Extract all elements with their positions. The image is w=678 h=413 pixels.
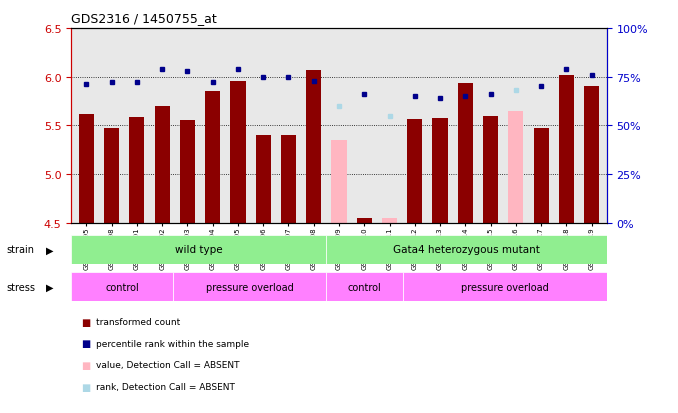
Bar — [205, 92, 220, 223]
Bar — [104, 129, 119, 223]
Bar — [231, 82, 245, 223]
Bar — [129, 117, 144, 223]
Text: ■: ■ — [81, 360, 91, 370]
Bar — [332, 140, 346, 223]
Bar — [173, 273, 326, 301]
Bar — [458, 84, 473, 223]
Bar — [508, 112, 523, 223]
Bar — [326, 273, 403, 301]
Text: ■: ■ — [81, 382, 91, 392]
Text: wild type: wild type — [175, 245, 222, 255]
Text: strain: strain — [7, 245, 35, 255]
Text: GDS2316 / 1450755_at: GDS2316 / 1450755_at — [71, 12, 217, 25]
Bar — [483, 116, 498, 223]
Text: Gata4 heterozygous mutant: Gata4 heterozygous mutant — [393, 245, 540, 255]
Bar — [180, 121, 195, 223]
Bar — [382, 218, 397, 223]
Bar — [256, 135, 271, 223]
Text: stress: stress — [7, 282, 36, 292]
Text: pressure overload: pressure overload — [461, 282, 549, 292]
Bar — [433, 119, 447, 223]
Bar — [407, 120, 422, 223]
Text: ■: ■ — [81, 317, 91, 327]
Bar — [71, 235, 326, 264]
Text: pressure overload: pressure overload — [206, 282, 294, 292]
Bar — [584, 87, 599, 223]
Text: percentile rank within the sample: percentile rank within the sample — [96, 339, 250, 348]
Text: transformed count: transformed count — [96, 318, 180, 327]
Text: value, Detection Call = ABSENT: value, Detection Call = ABSENT — [96, 361, 240, 370]
Text: ■: ■ — [81, 339, 91, 349]
Bar — [306, 71, 321, 223]
Bar — [281, 135, 296, 223]
Bar — [357, 218, 372, 223]
Bar — [79, 114, 94, 223]
Bar — [534, 129, 549, 223]
Bar — [403, 273, 607, 301]
Bar — [559, 76, 574, 223]
Bar — [71, 273, 173, 301]
Bar — [326, 235, 607, 264]
Text: control: control — [348, 282, 382, 292]
Text: rank, Detection Call = ABSENT: rank, Detection Call = ABSENT — [96, 382, 235, 391]
Bar — [155, 107, 170, 223]
Text: ▶: ▶ — [46, 282, 54, 292]
Text: control: control — [105, 282, 139, 292]
Text: ▶: ▶ — [46, 245, 54, 255]
